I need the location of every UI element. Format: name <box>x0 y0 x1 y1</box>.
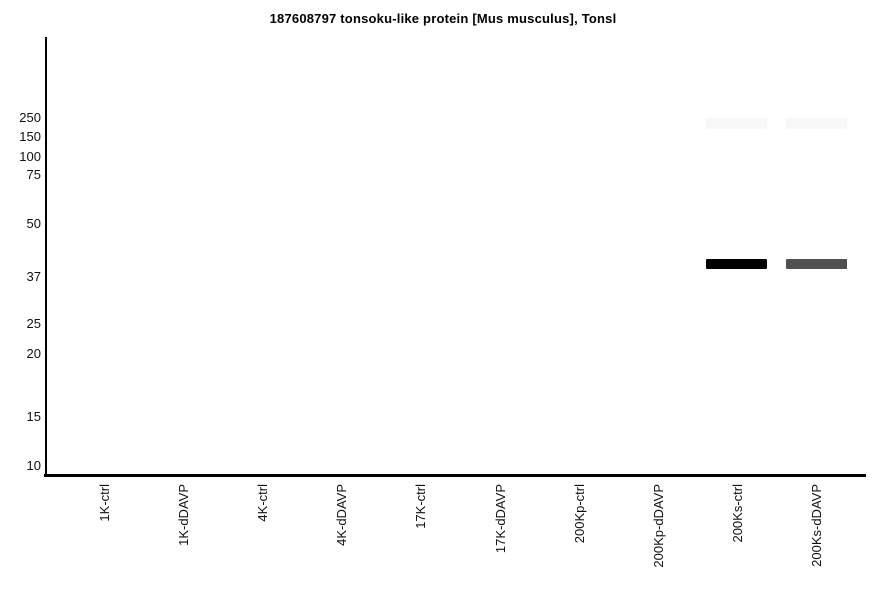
y-axis-tick-label: 75 <box>26 167 41 182</box>
x-axis-lane-label: 4K-ctrl <box>254 484 270 522</box>
y-axis-tick-label: 20 <box>26 346 41 361</box>
y-axis-tick-label: 37 <box>26 269 41 284</box>
x-axis-lane-label: 200Ks-dDAVP <box>808 484 824 567</box>
protein-band <box>705 259 767 269</box>
x-axis-lane-label: 200Ks-ctrl <box>729 484 745 543</box>
protein-band <box>705 117 767 129</box>
y-axis-tick-label: 150 <box>19 129 41 144</box>
y-axis-tick-label: 15 <box>26 409 41 424</box>
y-axis-tick-label: 10 <box>26 458 41 473</box>
x-axis-lane-label: 4K-dDAVP <box>333 484 349 546</box>
y-axis-line <box>45 37 47 477</box>
protein-band <box>785 117 847 129</box>
x-axis-lane-label: 17K-ctrl <box>412 484 428 529</box>
chart-title: 187608797 tonsoku-like protein [Mus musc… <box>269 11 617 26</box>
x-axis-lane-label: 17K-dDAVP <box>492 484 508 554</box>
y-axis-tick-label: 50 <box>26 216 41 231</box>
y-axis-tick-label: 25 <box>26 316 41 331</box>
x-axis-lane-label: 200Kp-dDAVP <box>650 484 666 568</box>
x-axis-lane-label: 1K-dDAVP <box>175 484 191 546</box>
y-axis-tick-label: 100 <box>19 149 41 164</box>
y-axis-tick-label: 250 <box>19 110 41 125</box>
x-axis-lane-label: 1K-ctrl <box>96 484 112 522</box>
x-axis-lane-label: 200Kp-ctrl <box>571 484 587 544</box>
protein-band <box>785 259 847 269</box>
x-axis-line <box>44 474 866 477</box>
